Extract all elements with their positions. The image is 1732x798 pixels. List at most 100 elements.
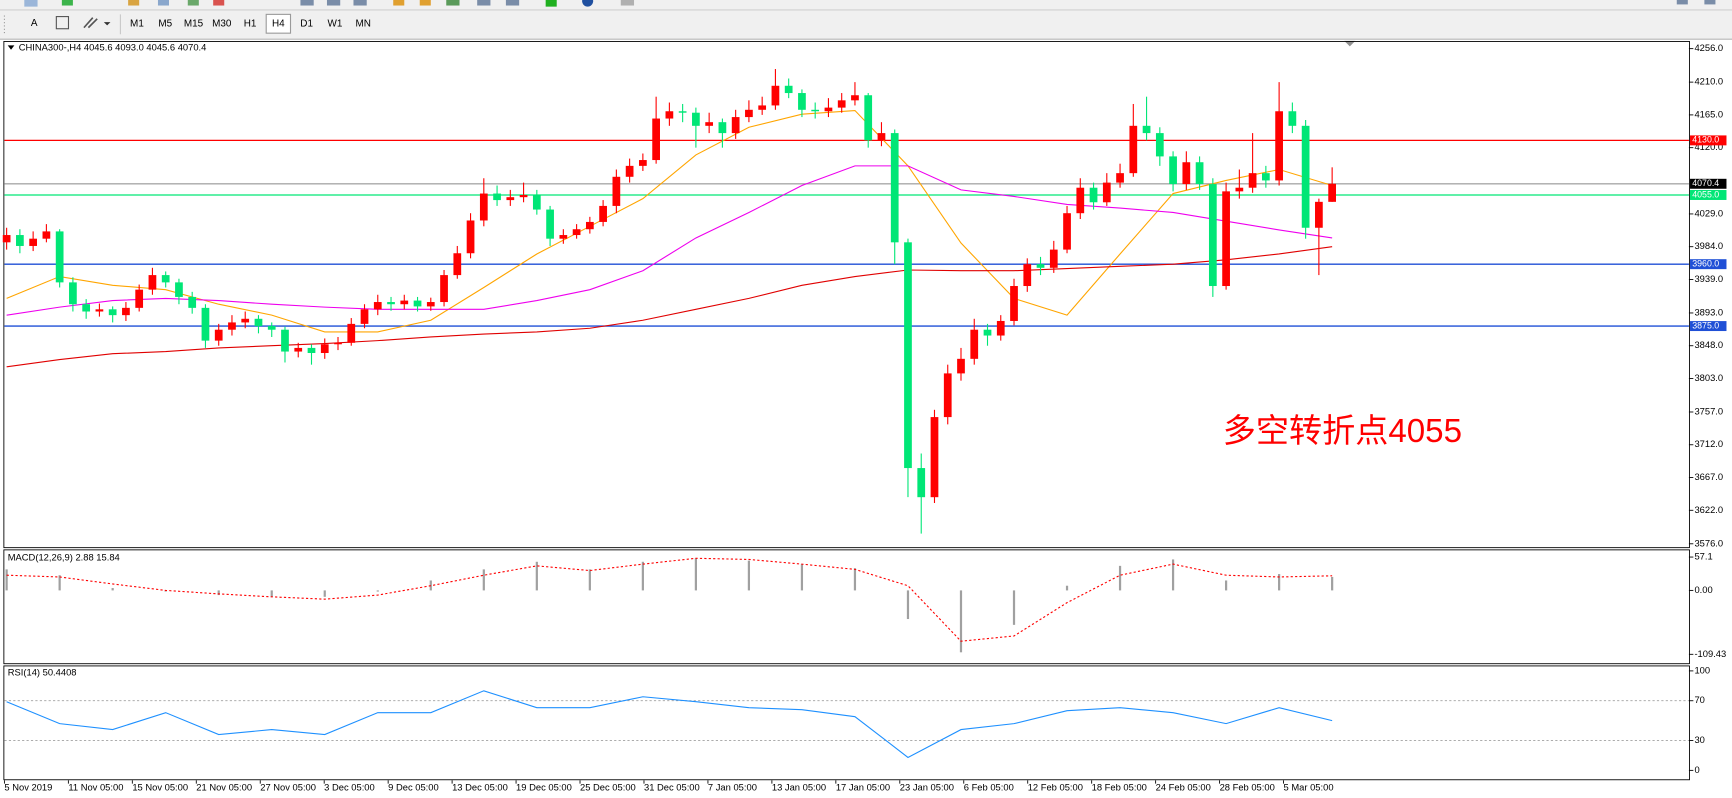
timeframe-button[interactable]: D1 [300, 18, 313, 29]
candle-body [1089, 187, 1098, 203]
candle-body [1208, 184, 1217, 287]
macd-bar [217, 590, 220, 596]
macd-bar [270, 590, 273, 597]
candle-body [479, 193, 488, 221]
candle-body [135, 289, 144, 308]
candle-body [824, 107, 833, 112]
icon[interactable] [545, 0, 557, 7]
level-label: 4055.0 [1692, 189, 1719, 199]
candle-body [42, 231, 51, 239]
icon[interactable] [446, 0, 460, 6]
icon[interactable] [24, 0, 38, 7]
y-tick-label: 3984.0 [1694, 240, 1723, 251]
timeframe-button[interactable]: H1 [244, 18, 257, 29]
icon[interactable] [213, 0, 225, 6]
candle-body [426, 302, 435, 307]
icon[interactable] [582, 0, 594, 7]
candle-body [1036, 264, 1045, 268]
candle-body [387, 302, 395, 305]
candle-body [559, 235, 568, 239]
icon[interactable] [326, 0, 341, 6]
candle-body [413, 300, 422, 307]
candle-body [1102, 182, 1111, 203]
y-tick-label: 3622.0 [1694, 504, 1723, 515]
x-tick-label: 28 Feb 05:00 [1220, 782, 1275, 793]
candle-body [943, 373, 952, 418]
icon[interactable] [393, 0, 405, 6]
candle-body [1169, 156, 1177, 185]
candle-body [1261, 173, 1270, 181]
icon[interactable] [157, 0, 170, 6]
timeframe-button[interactable]: H4 [272, 18, 285, 29]
dropdown[interactable] [103, 22, 111, 26]
macd-bar [111, 588, 114, 591]
timeframe-button[interactable]: M30 [212, 18, 232, 29]
candle-body [161, 275, 170, 283]
macd-bar [482, 569, 485, 591]
icon[interactable] [620, 0, 635, 6]
timeframe-button[interactable]: MN [355, 18, 370, 29]
timeframe-button[interactable]: W1 [327, 18, 342, 29]
candle-body [1288, 111, 1297, 126]
candle-body [1142, 125, 1151, 134]
level-label-box [1690, 321, 1727, 332]
candle-body [188, 296, 197, 308]
moving-average [6, 165, 1333, 316]
timeframe-button[interactable]: M5 [158, 18, 172, 29]
candle-body [2, 235, 11, 243]
arrow-tool[interactable] [83, 17, 98, 29]
x-tick-label: 24 Feb 05:00 [1156, 782, 1211, 793]
candle-body [108, 309, 117, 316]
y-tick-label: 3712.0 [1694, 438, 1723, 449]
icon[interactable] [505, 0, 520, 6]
chart-title: CHINA300-,H4 4045.6 4093.0 4045.6 4070.4 [19, 42, 207, 53]
icon[interactable] [1676, 0, 1688, 5]
toolbar-row: A M1 M5 M15 M30 H1 H4 D1 W1 MN [3, 13, 371, 35]
y-tick-label: 70 [1694, 694, 1704, 705]
timeframe-button[interactable]: M15 [184, 18, 204, 29]
y-tick-label: 4256.0 [1694, 42, 1723, 53]
candle-body [267, 326, 276, 330]
candle-body [175, 282, 183, 297]
candle-body [466, 220, 475, 254]
icon[interactable] [61, 0, 73, 6]
macd-bar [588, 569, 591, 591]
timeframe-button[interactable]: M1 [130, 18, 144, 29]
icon[interactable] [128, 0, 140, 6]
rsi-title: RSI(14) 50.4408 [8, 667, 77, 678]
x-tick-label: 5 Mar 05:00 [1284, 782, 1334, 793]
moving-average [6, 109, 1333, 333]
level-label: 4070.4 [1692, 178, 1719, 188]
x-tick-label: 12 Feb 05:00 [1028, 782, 1083, 793]
icon[interactable] [187, 0, 199, 6]
candle-body [1275, 111, 1283, 181]
text-label-tool[interactable] [55, 16, 70, 30]
candle-body [69, 282, 77, 305]
candle-body [771, 85, 780, 106]
x-tick-label: 15 Nov 05:00 [132, 782, 188, 793]
icon[interactable] [419, 0, 431, 6]
x-tick-label: 5 Nov 2019 [4, 782, 52, 793]
candle-body [1328, 183, 1337, 202]
candle-body [996, 320, 1005, 336]
macd-bar [323, 590, 326, 597]
macd-bar [164, 590, 167, 592]
macd-bar [747, 560, 751, 591]
icon[interactable] [353, 0, 367, 6]
candle-body [493, 193, 501, 201]
icon[interactable] [477, 0, 491, 6]
text-tool[interactable]: A [31, 18, 38, 29]
macd-signal [6, 557, 1333, 642]
x-tick-label: 31 Dec 05:00 [644, 782, 700, 793]
candle-body [652, 118, 660, 161]
icon[interactable] [1704, 0, 1716, 5]
icon[interactable] [300, 0, 314, 6]
candle-body [585, 221, 594, 230]
y-tick-label: 3939.0 [1694, 273, 1723, 284]
y-tick-label: 57.1 [1694, 551, 1712, 562]
macd-bar [853, 568, 857, 591]
level-label: 3960.0 [1692, 258, 1719, 268]
x-tick-label: 27 Nov 05:00 [260, 782, 316, 793]
candle-body [1195, 162, 1204, 185]
candle-body [519, 194, 528, 198]
